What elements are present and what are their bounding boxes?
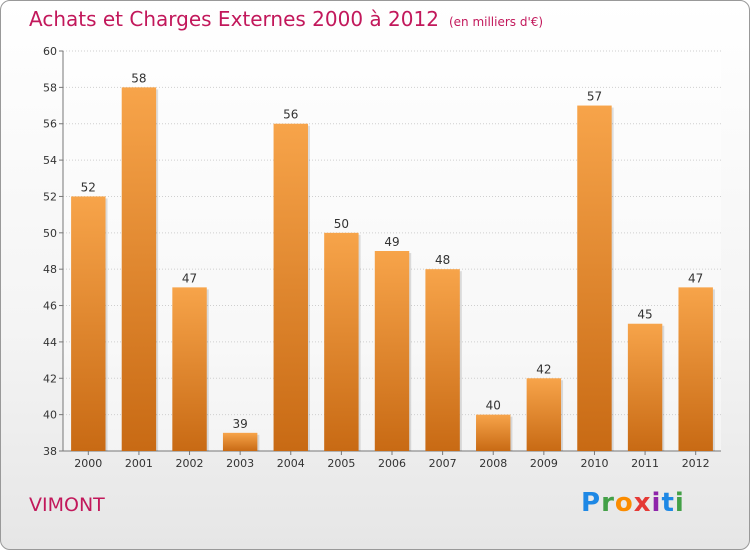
bar-2000[interactable] — [71, 196, 106, 451]
bar-2004[interactable] — [273, 123, 308, 452]
x-tick-label: 2002 — [176, 457, 204, 470]
bar-value-label: 57 — [587, 90, 602, 104]
x-tick-label: 2008 — [479, 457, 507, 470]
bar-2001[interactable] — [121, 87, 157, 451]
chart-title: Achats et Charges Externes 2000 à 2012 (e… — [29, 7, 543, 31]
x-tick-label: 2010 — [580, 457, 608, 470]
y-tick-label: 42 — [43, 372, 57, 385]
x-tick-label: 2001 — [125, 457, 153, 470]
bar-value-label: 40 — [486, 399, 501, 413]
logo-letter: o — [614, 488, 634, 518]
bar-value-label: 47 — [182, 271, 197, 285]
y-tick-label: 44 — [43, 336, 57, 349]
y-tick-label: 60 — [43, 45, 57, 58]
y-tick-label: 38 — [43, 445, 57, 458]
x-tick-label: 2000 — [74, 457, 102, 470]
bar-value-label: 58 — [131, 71, 146, 85]
logo-letter: t — [661, 488, 675, 518]
logo-letter: i — [674, 488, 685, 518]
y-tick-label: 56 — [43, 118, 57, 131]
bar-2010[interactable] — [577, 105, 612, 451]
logo-letter: P — [581, 488, 602, 518]
x-tick-label: 2005 — [327, 457, 355, 470]
bar-value-label: 49 — [384, 235, 399, 249]
x-tick-label: 2011 — [631, 457, 659, 470]
commune-name: VIMONT — [29, 494, 105, 516]
y-tick-label: 58 — [43, 81, 57, 94]
bar-value-label: 39 — [233, 417, 248, 431]
bar-value-label: 48 — [435, 253, 450, 267]
bars — [71, 87, 715, 452]
bar-2007[interactable] — [425, 269, 460, 451]
bar-2009[interactable] — [526, 378, 562, 451]
x-tick-label: 2004 — [277, 457, 305, 470]
x-tick-label: 2003 — [226, 457, 254, 470]
x-tick-label: 2009 — [530, 457, 558, 470]
bar-value-label: 47 — [688, 271, 703, 285]
y-tick-label: 46 — [43, 300, 57, 313]
y-tick-label: 40 — [43, 409, 57, 422]
bar-2003[interactable] — [222, 432, 258, 451]
bar-value-label: 52 — [81, 180, 96, 194]
bar-2002[interactable] — [172, 287, 207, 451]
bar-value-label: 50 — [334, 217, 349, 231]
bar-value-label: 42 — [536, 362, 551, 376]
bar-2012[interactable] — [678, 287, 713, 451]
chart-subtitle: (en milliers d'€) — [448, 15, 544, 29]
y-tick-label: 48 — [43, 263, 57, 276]
logo-letter: i — [651, 488, 662, 518]
bar-value-label: 56 — [283, 108, 298, 122]
x-tick-label: 2007 — [429, 457, 457, 470]
logo-letter: r — [601, 488, 615, 518]
labels: 38 40 42 44 46 48 50 52 54 56 58 60 52 2000 58 2001 47 20… — [43, 45, 710, 470]
x-tick-label: 2006 — [378, 457, 406, 470]
y-tick-label: 52 — [43, 190, 57, 203]
bar-2005[interactable] — [324, 232, 359, 451]
bar-value-label: 45 — [637, 308, 652, 322]
logo-letter: x — [633, 488, 652, 518]
y-tick-label: 50 — [43, 227, 57, 240]
chart-title-text: Achats et Charges Externes 2000 à 2012 — [29, 7, 439, 31]
bar-2008[interactable] — [476, 414, 511, 451]
bar-2006[interactable] — [374, 251, 410, 451]
proxiti-logo[interactable]: Proxiti — [581, 488, 685, 518]
y-tick-label: 54 — [43, 154, 57, 167]
x-tick-label: 2012 — [682, 457, 710, 470]
bar-2011[interactable] — [627, 323, 663, 451]
